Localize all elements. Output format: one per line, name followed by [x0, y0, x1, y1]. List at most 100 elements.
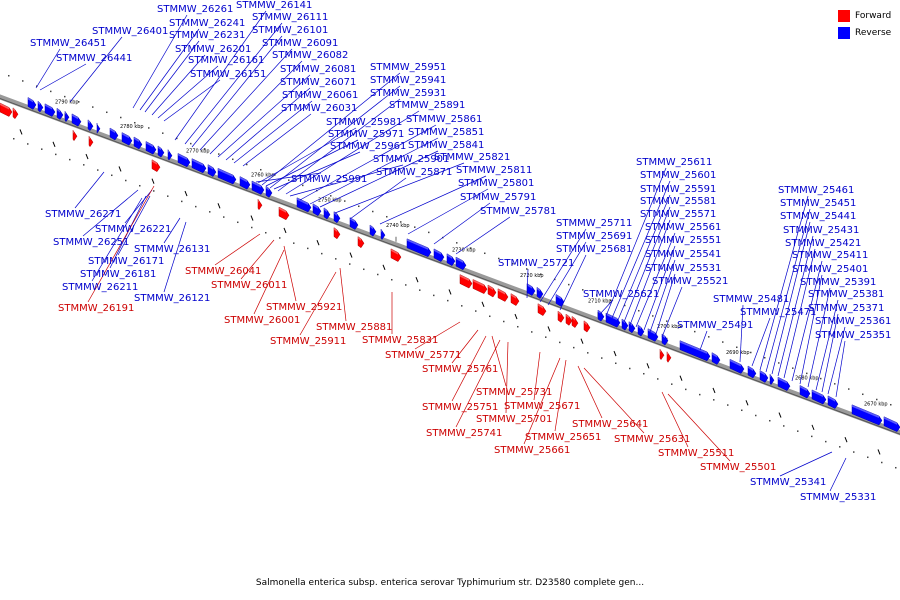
gene-label[interactable]: STMMW_25641	[572, 419, 648, 430]
gene-label[interactable]: STMMW_26451	[30, 38, 106, 49]
gene-label[interactable]: STMMW_25541	[645, 249, 721, 260]
gene-label[interactable]: STMMW_26441	[56, 53, 132, 64]
gene-label[interactable]: STMMW_25601	[640, 170, 716, 181]
gene-label[interactable]: STMMW_26271	[45, 209, 121, 220]
gene-label[interactable]: STMMW_25961	[330, 141, 406, 152]
gene-label[interactable]: STMMW_25351	[815, 330, 891, 341]
gene-label[interactable]: STMMW_25861	[406, 114, 482, 125]
reverse-gene	[56, 107, 64, 120]
gene-label[interactable]: STMMW_25701	[476, 414, 552, 425]
gene-label[interactable]: STMMW_26041	[185, 266, 261, 277]
gene-label[interactable]: STMMW_26071	[280, 77, 356, 88]
gene-label[interactable]: STMMW_25471	[740, 307, 816, 318]
gene-label[interactable]: STMMW_26201	[175, 44, 251, 55]
gene-label[interactable]: STMMW_25691	[556, 231, 632, 242]
gene-label[interactable]: STMMW_26191	[58, 303, 134, 314]
gene-label[interactable]: STMMW_26221	[95, 224, 171, 235]
gene-label[interactable]: STMMW_26111	[252, 12, 328, 23]
gene-label[interactable]: STMMW_25851	[408, 127, 484, 138]
gene-label[interactable]: STMMW_25951	[370, 62, 446, 73]
gene-label[interactable]: STMMW_25461	[778, 185, 854, 196]
gene-label[interactable]: STMMW_25711	[556, 218, 632, 229]
gene-label[interactable]: STMMW_26131	[134, 244, 210, 255]
gene-label[interactable]: STMMW_25631	[614, 434, 690, 445]
gene-label[interactable]: STMMW_26081	[280, 64, 356, 75]
gene-label[interactable]: STMMW_25591	[640, 184, 716, 195]
gene-label[interactable]: STMMW_25511	[658, 448, 734, 459]
gene-label[interactable]: STMMW_25791	[460, 192, 536, 203]
gene-label[interactable]: STMMW_25931	[370, 88, 446, 99]
gene-label[interactable]: STMMW_25801	[458, 178, 534, 189]
gene-label[interactable]: STMMW_26401	[92, 26, 168, 37]
gene-label[interactable]: STMMW_25361	[815, 316, 891, 327]
gene-label[interactable]: STMMW_25911	[270, 336, 346, 347]
gene-label[interactable]: STMMW_26121	[134, 293, 210, 304]
gene-label[interactable]: STMMW_25811	[456, 165, 532, 176]
gene-label[interactable]: STMMW_25451	[780, 198, 856, 209]
gene-label[interactable]: STMMW_25981	[326, 117, 402, 128]
gene-label[interactable]: STMMW_25721	[498, 258, 574, 269]
gene-label[interactable]: STMMW_26261	[157, 4, 233, 15]
gene-label[interactable]: STMMW_25971	[328, 129, 404, 140]
gene-label[interactable]: STMMW_25841	[408, 140, 484, 151]
gene-label[interactable]: STMMW_25991	[291, 174, 367, 185]
gene-label[interactable]: STMMW_25401	[792, 264, 868, 275]
gene-label[interactable]: STMMW_25621	[583, 289, 659, 300]
gene-label[interactable]: STMMW_25771	[385, 350, 461, 361]
gene-label[interactable]: STMMW_26151	[190, 69, 266, 80]
gene-label[interactable]: STMMW_25381	[808, 289, 884, 300]
gene-label[interactable]: STMMW_25411	[792, 250, 868, 261]
gene-label[interactable]: STMMW_26161	[188, 55, 264, 66]
gene-label[interactable]: STMMW_25581	[640, 196, 716, 207]
gene-label[interactable]: STMMW_25761	[422, 364, 498, 375]
gene-label[interactable]: STMMW_25491	[677, 320, 753, 331]
gene-label[interactable]: STMMW_25341	[750, 477, 826, 488]
gene-label[interactable]: STMMW_25611	[636, 157, 712, 168]
gene-label[interactable]: STMMW_26011	[211, 280, 287, 291]
gene-label[interactable]: STMMW_25821	[434, 152, 510, 163]
gene-label[interactable]: STMMW_25391	[800, 277, 876, 288]
track-dash	[19, 129, 23, 135]
gene-label[interactable]: STMMW_25561	[645, 222, 721, 233]
gene-label[interactable]: STMMW_25891	[389, 100, 465, 111]
gene-label[interactable]: STMMW_25681	[556, 244, 632, 255]
gene-label[interactable]: STMMW_25371	[808, 303, 884, 314]
gene-label[interactable]: STMMW_26241	[169, 18, 245, 29]
gene-label[interactable]: STMMW_25431	[783, 225, 859, 236]
gene-label[interactable]: STMMW_25741	[426, 428, 502, 439]
gene-label[interactable]: STMMW_25871	[376, 167, 452, 178]
gene-label[interactable]: STMMW_25521	[652, 276, 728, 287]
gene-label[interactable]: STMMW_25531	[645, 263, 721, 274]
gene-label[interactable]: STMMW_26101	[252, 25, 328, 36]
gene-label[interactable]: STMMW_25421	[785, 238, 861, 249]
gene-label[interactable]: STMMW_25331	[800, 492, 876, 503]
gene-label[interactable]: STMMW_26141	[236, 0, 312, 11]
gene-label[interactable]: STMMW_25731	[476, 387, 552, 398]
gene-label[interactable]: STMMW_25481	[713, 294, 789, 305]
gene-label[interactable]: STMMW_25831	[362, 335, 438, 346]
gene-label[interactable]: STMMW_25661	[494, 445, 570, 456]
gene-label[interactable]: STMMW_26181	[80, 269, 156, 280]
gene-label[interactable]: STMMW_25751	[422, 402, 498, 413]
gene-label[interactable]: STMMW_26001	[224, 315, 300, 326]
gene-label[interactable]: STMMW_26171	[88, 256, 164, 267]
gene-label[interactable]: STMMW_25921	[266, 302, 342, 313]
gene-label[interactable]: STMMW_25901	[373, 154, 449, 165]
gene-label[interactable]: STMMW_26211	[62, 282, 138, 293]
gene-label[interactable]: STMMW_25441	[780, 211, 856, 222]
gene-label[interactable]: STMMW_26251	[53, 237, 129, 248]
gene-label[interactable]: STMMW_26082	[272, 50, 348, 61]
gene-label[interactable]: STMMW_26231	[169, 30, 245, 41]
gene-label[interactable]: STMMW_25571	[640, 209, 716, 220]
gene-label[interactable]: STMMW_25781	[480, 206, 556, 217]
gene-label[interactable]: STMMW_26061	[282, 90, 358, 101]
gene-labels[interactable]: STMMW_26261STMMW_26241STMMW_26231STMMW_2…	[30, 0, 891, 503]
gene-label[interactable]: STMMW_25651	[525, 432, 601, 443]
gene-label[interactable]: STMMW_25551	[645, 235, 721, 246]
gene-label[interactable]: STMMW_25671	[504, 401, 580, 412]
gene-label[interactable]: STMMW_25501	[700, 462, 776, 473]
gene-label[interactable]: STMMW_26031	[281, 103, 357, 114]
gene-label[interactable]: STMMW_25941	[370, 75, 446, 86]
gene-label[interactable]: STMMW_26091	[262, 38, 338, 49]
gene-label[interactable]: STMMW_25881	[316, 322, 392, 333]
